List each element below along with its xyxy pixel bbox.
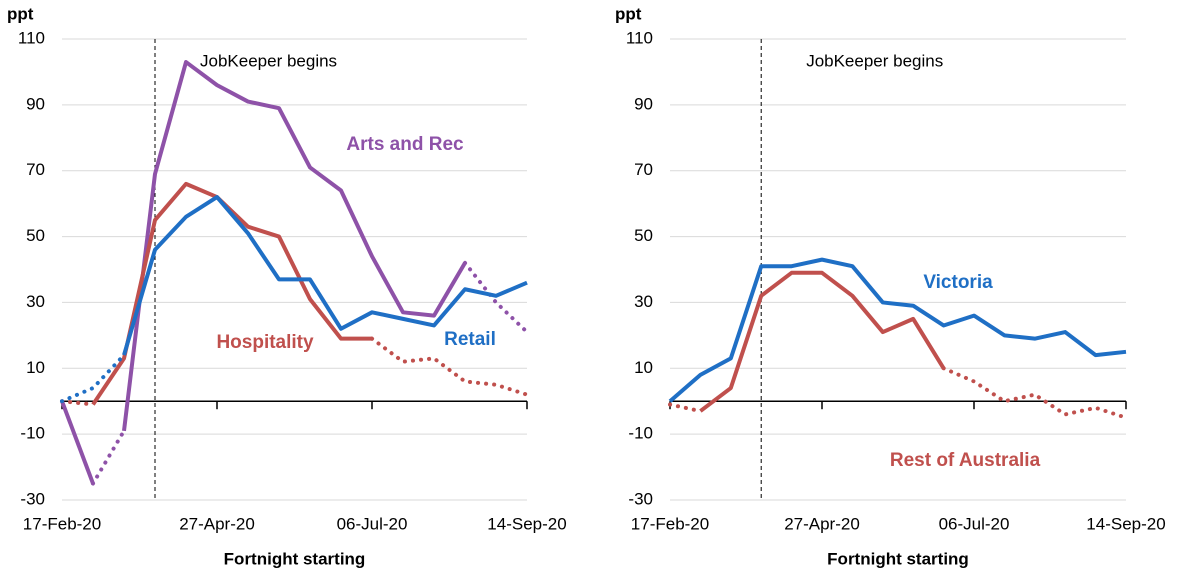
y-tick-label: 70 [26, 160, 45, 179]
y-tick-label: 30 [26, 292, 45, 311]
series-line [668, 257, 1127, 403]
y-tick-label: 30 [634, 292, 653, 311]
x-tick-label: 06-Jul-20 [939, 514, 1010, 533]
x-tick-label: 14-Sep-20 [1086, 514, 1165, 533]
series-line [122, 60, 467, 432]
event-label: JobKeeper begins [200, 51, 337, 70]
series-line [60, 353, 126, 404]
y-tick-label: 110 [626, 28, 653, 47]
y-tick-label: 90 [634, 94, 653, 113]
x-axis-label: Fortnight starting [224, 549, 366, 568]
y-tick-label: 10 [634, 358, 653, 377]
y-tick-label: 50 [634, 226, 653, 245]
x-axis-label: Fortnight starting [827, 549, 969, 568]
event-label: JobKeeper begins [806, 51, 943, 70]
y-tick-label: -30 [20, 489, 45, 508]
series-label: Rest of Australia [890, 450, 1041, 471]
series-line [60, 336, 529, 407]
series-line [668, 366, 1128, 420]
y-tick-label: 90 [26, 94, 45, 113]
series-label: Hospitality [216, 332, 314, 353]
series-line [60, 400, 95, 485]
y-tick-label: 70 [634, 160, 653, 179]
y-tick-label: 110 [18, 28, 45, 47]
x-tick-label: 17-Feb-20 [23, 514, 101, 533]
series-line [91, 260, 529, 486]
y-tick-label: -10 [20, 424, 45, 443]
series-line [699, 270, 946, 413]
series-label: Arts and Rec [346, 134, 464, 155]
y-tick-label: -10 [628, 424, 653, 443]
y-axis-label: ppt [7, 4, 34, 23]
y-tick-label: 10 [26, 358, 45, 377]
series-line [122, 195, 528, 356]
series-label: Retail [444, 329, 496, 350]
x-tick-label: 27-Apr-20 [784, 514, 860, 533]
x-tick-label: 06-Jul-20 [337, 514, 408, 533]
y-tick-label: -30 [628, 489, 653, 508]
x-tick-label: 27-Apr-20 [179, 514, 255, 533]
x-tick-label: 17-Feb-20 [631, 514, 709, 533]
y-axis-label: ppt [615, 4, 642, 23]
series-line [91, 181, 372, 406]
series-label: Victoria [923, 272, 993, 293]
x-tick-label: 14-Sep-20 [487, 514, 566, 533]
y-tick-label: 50 [26, 226, 45, 245]
